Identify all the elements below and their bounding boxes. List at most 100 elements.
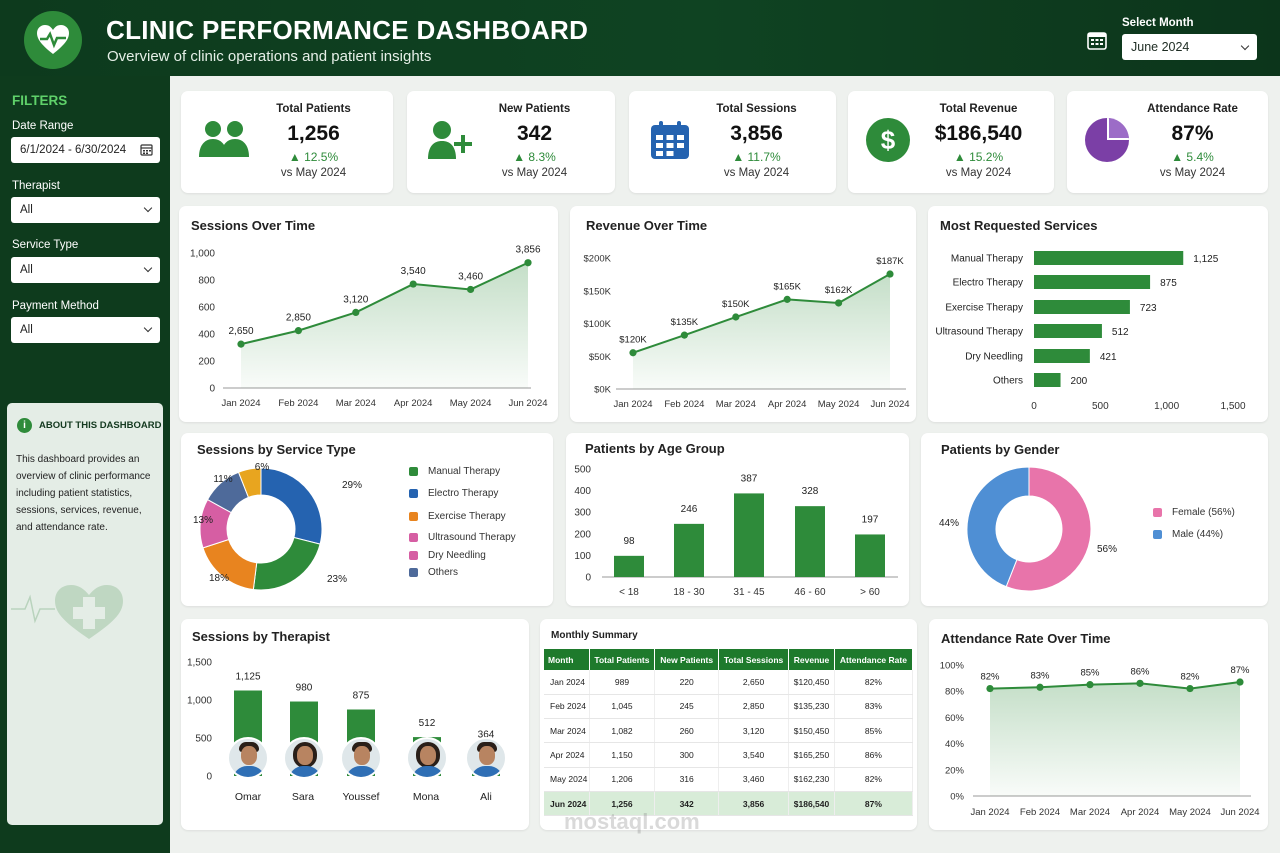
data-point	[1186, 684, 1194, 693]
y-tick-label: 200	[198, 357, 215, 368]
kpi-value: $186,540	[934, 122, 1023, 145]
table-cell: 3,120	[718, 718, 790, 744]
data-point	[629, 349, 637, 357]
kpi-title: Total Patients	[276, 103, 351, 115]
table-cell: Mar 2024	[544, 718, 590, 744]
kpi-change: ▲ 8.3%	[513, 150, 556, 164]
column-header: Total Sessions	[718, 649, 790, 670]
series-line	[989, 681, 1241, 690]
data-label: 197	[862, 514, 879, 525]
table-cell: Feb 2024	[544, 694, 590, 720]
x-tick-label: Jun 2024	[870, 399, 909, 410]
data-label: 3,460	[458, 271, 483, 282]
therapist-value: All	[20, 204, 33, 216]
bar	[1034, 324, 1102, 338]
table-cell: $165,250	[788, 742, 835, 768]
table-cell: 82%	[834, 767, 914, 792]
y-tick-label: 400	[574, 486, 591, 497]
x-tick-label: Jan 2024	[221, 398, 260, 409]
kpi-card-total-revenue: $ Total Revenue $186,540 ▲ 15.2% vs May …	[848, 91, 1054, 193]
chart-title: Patients by Gender	[941, 442, 1060, 457]
table-cell: $150,450	[788, 718, 835, 744]
service-legend: Manual Therapy Electro Therapy Exercise …	[409, 460, 516, 581]
page-title: CLINIC PERFORMANCE DASHBOARD	[106, 15, 589, 45]
chevron-down-icon	[143, 263, 153, 273]
table-cell: Jun 2024	[544, 791, 590, 817]
table-cell: 300	[654, 742, 719, 768]
kpi-comparison: vs May 2024	[945, 167, 1012, 179]
therapist-avatar	[227, 737, 269, 779]
table-cell: 1,206	[589, 767, 656, 792]
revenue-over-time-chart: $0K $50K $100K $150K $200K $120K Jan 2024 $135K…	[584, 254, 910, 411]
table-cell: 2,850	[718, 694, 790, 720]
data-label: 875	[1160, 278, 1177, 289]
slice-label: 56%	[1097, 544, 1117, 555]
chart-title: Sessions Over Time	[191, 218, 316, 233]
select-month-label: Select Month	[1122, 17, 1194, 29]
x-tick-label: 500	[1092, 401, 1109, 412]
data-label: 82%	[980, 672, 1000, 683]
chart-title: Sessions by Therapist	[192, 629, 330, 644]
kpi-comparison: vs May 2024	[280, 167, 347, 179]
month-select[interactable]: June 2024	[1122, 34, 1257, 60]
x-tick-label: 18 - 30	[673, 587, 705, 598]
x-tick-label: 0	[1031, 401, 1037, 412]
data-label: 83%	[1030, 670, 1050, 681]
y-tick-label: 0%	[950, 792, 964, 803]
legend-item: Ultrasound Therapy	[409, 528, 516, 547]
kpi-card-total-sessions: Total Sessions 3,856 ▲ 11.7% vs May 2024	[629, 91, 836, 193]
category-label: Exercise Therapy	[945, 303, 1023, 314]
data-point	[1036, 683, 1044, 691]
payment-method-select[interactable]: All	[11, 317, 160, 343]
chevron-down-icon	[1240, 41, 1250, 51]
data-label: 3,120	[343, 294, 368, 305]
attendance-rate-chart: 0% 20% 40% 60% 80% 100% 82% Jan 2024 83% Feb 2024…	[940, 661, 1260, 819]
data-label: 387	[741, 473, 758, 484]
legend-item: Dry Needling	[409, 547, 516, 564]
table-cell: 87%	[834, 791, 914, 817]
slice-label: 18%	[209, 573, 229, 584]
y-tick-label: 500	[195, 734, 212, 745]
data-label: 512	[419, 718, 436, 729]
data-point	[524, 259, 532, 267]
x-tick-label: Jun 2024	[1220, 807, 1259, 818]
data-point	[1236, 678, 1244, 686]
x-tick-label: Feb 2024	[278, 398, 318, 409]
therapist-select[interactable]: All	[11, 197, 160, 223]
chart-title: Sessions by Service Type	[197, 442, 356, 457]
category-label: Others	[993, 376, 1023, 387]
data-label: $162K	[825, 285, 853, 296]
data-point	[237, 340, 245, 348]
legend-item: Female (56%)	[1153, 501, 1235, 524]
table-cell: 82%	[834, 670, 914, 695]
table-cell: 83%	[834, 694, 914, 720]
kpi-change: ▲ 5.4%	[1171, 150, 1214, 164]
kpi-comparison: vs May 2024	[723, 167, 790, 179]
table-cell: $186,540	[788, 791, 835, 817]
x-tick-label: > 60	[860, 587, 880, 598]
slice-label: 6%	[255, 462, 270, 473]
area-fill	[241, 262, 528, 388]
sessions-over-time-chart: 0 200 400 600 800 1,000 2,650 Jan 2024 2,850 Feb …	[190, 245, 548, 409]
data-label: 98	[623, 536, 635, 547]
pie-slice	[237, 467, 262, 499]
y-tick-label: 80%	[945, 687, 965, 698]
pie-slice	[252, 536, 321, 591]
payment-method-value: All	[20, 324, 33, 336]
table-cell: $135,230	[788, 694, 835, 720]
table-cell: Jan 2024	[544, 670, 590, 695]
date-range-input[interactable]: 6/1/2024 - 6/30/2024	[11, 137, 160, 163]
x-tick-label: 1,000	[1154, 401, 1179, 412]
heart-cross-icon	[11, 585, 123, 639]
series-line	[632, 273, 891, 354]
data-point	[409, 280, 417, 288]
data-label: 328	[802, 486, 819, 497]
data-point	[294, 327, 302, 335]
x-tick-label: 1,500	[1220, 401, 1245, 412]
data-label: 421	[1100, 352, 1117, 363]
data-label: $187K	[876, 256, 904, 267]
date-range-label: Date Range	[12, 120, 74, 132]
table-cell: 342	[654, 791, 719, 817]
service-type-select[interactable]: All	[11, 257, 160, 283]
kpi-card-new-patients: New Patients 342 ▲ 8.3% vs May 2024	[407, 91, 615, 193]
